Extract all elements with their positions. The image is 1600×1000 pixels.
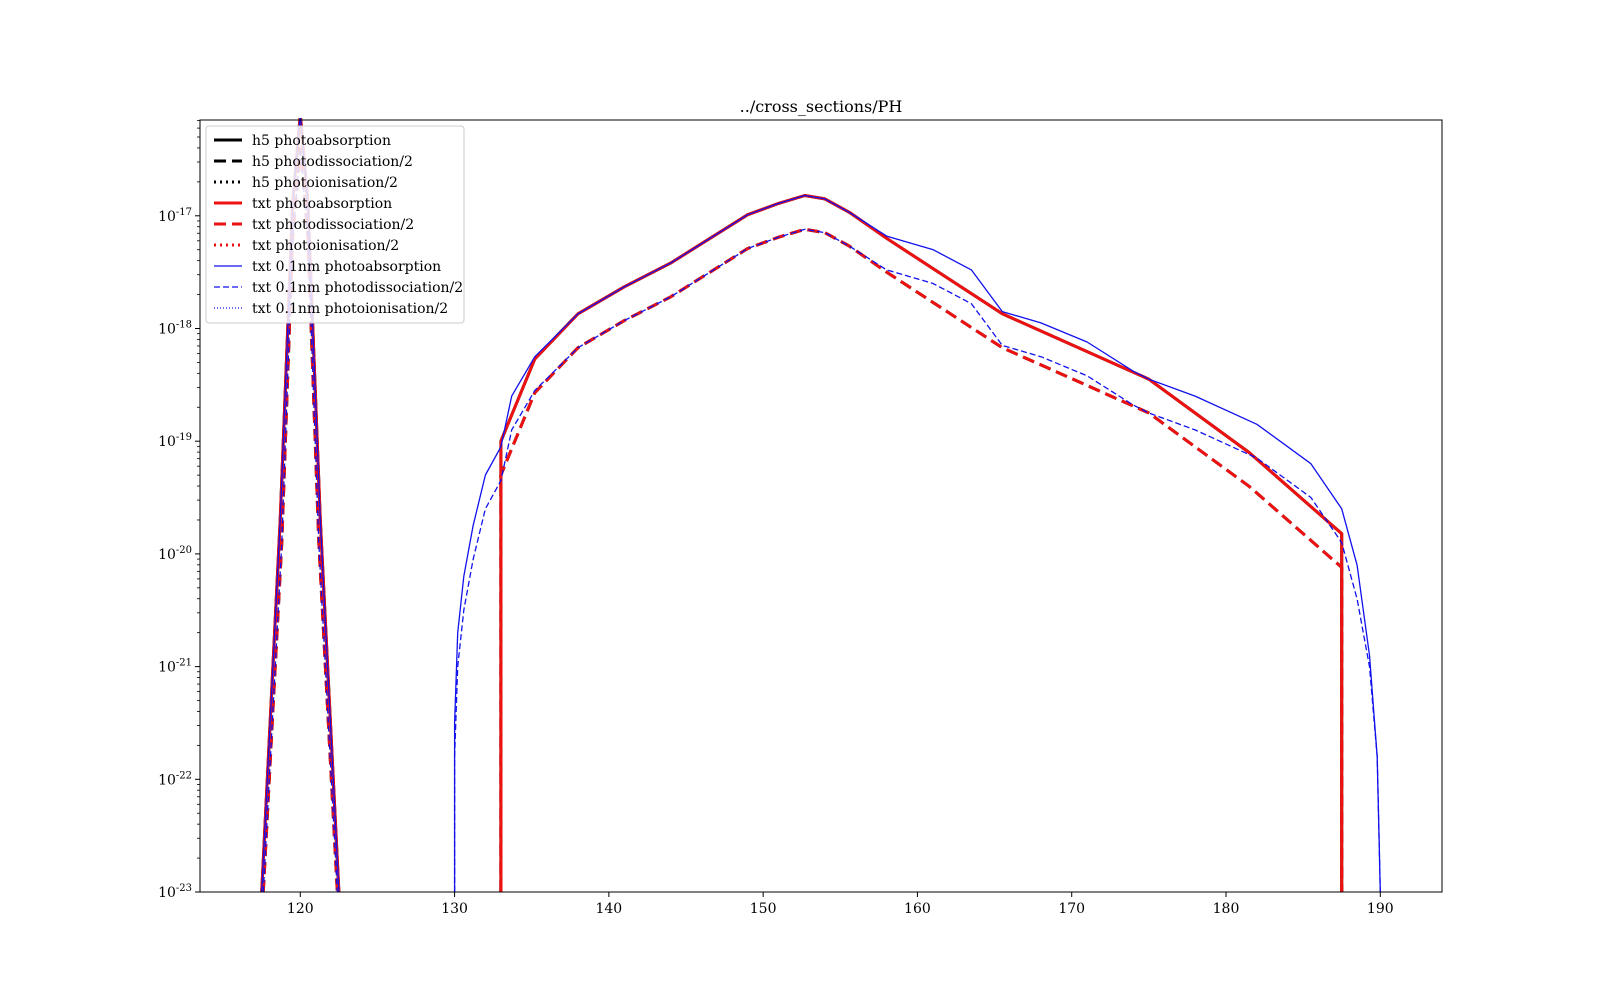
series-line-txt-0-1nm-photodissociation-2: [453, 228, 1381, 892]
y-tick-label: 10-23: [158, 883, 192, 901]
y-tick-label: 10-21: [158, 658, 192, 676]
legend-label: h5 photodissociation/2: [252, 154, 413, 170]
x-tick-label: 140: [595, 901, 622, 917]
legend-label: h5 photoabsorption: [252, 133, 391, 149]
y-tick-exponent: -17: [176, 207, 192, 218]
y-tick-base: 10: [158, 209, 176, 225]
plot-frame: [199, 119, 1443, 893]
y-tick-base: 10: [158, 772, 176, 788]
x-axis: 120 130 140 150 160 170 180 190: [287, 892, 1394, 917]
legend-label: txt 0.1nm photoionisation/2: [252, 301, 448, 317]
series-line-txt-photodissociation-2: [499, 227, 1344, 892]
legend-box: [205, 125, 465, 324]
y-tick-base: 10: [158, 660, 176, 676]
legend-label: txt photoionisation/2: [252, 238, 399, 254]
chart-title: ../cross_sections/PH: [740, 97, 903, 116]
x-tick-label: 170: [1058, 901, 1085, 917]
series-line-txt-0-1nm-photoabsorption: [453, 194, 1381, 892]
legend-label: txt 0.1nm photoabsorption: [252, 259, 441, 275]
y-tick-exponent: -20: [176, 545, 192, 556]
series-line-txt-0-1nm-photodissociation-2: [262, 147, 338, 892]
y-tick-base: 10: [158, 885, 176, 901]
x-tick-label: 180: [1213, 901, 1240, 917]
x-tick-label: 120: [287, 901, 314, 917]
legend-label: txt photoabsorption: [252, 196, 392, 212]
y-tick-base: 10: [158, 547, 176, 563]
y-tick-label: 10-22: [158, 770, 192, 788]
series-line-txt-0-1nm-photoabsorption: [261, 118, 340, 892]
y-tick-exponent: -22: [176, 770, 192, 781]
legend-label: txt 0.1nm photodissociation/2: [252, 280, 463, 296]
y-tick-label: 10-18: [158, 319, 192, 337]
y-tick-exponent: -21: [176, 658, 192, 669]
y-tick-exponent: -19: [176, 432, 192, 443]
legend: h5 photoabsorption h5 photodissociation/2…: [205, 125, 465, 324]
y-tick-label: 10-17: [158, 207, 192, 225]
legend-label: h5 photoionisation/2: [252, 175, 398, 191]
legend-label: txt photodissociation/2: [252, 217, 414, 233]
x-tick-label: 150: [750, 901, 777, 917]
y-tick-base: 10: [158, 321, 176, 337]
y-tick-exponent: -23: [176, 883, 192, 894]
y-tick-exponent: -18: [176, 319, 192, 330]
y-tick-base: 10: [158, 434, 176, 450]
y-tick-label: 10-19: [158, 432, 192, 450]
x-tick-label: 190: [1367, 901, 1394, 917]
x-tick-label: 160: [904, 901, 931, 917]
y-tick-label: 10-20: [158, 545, 192, 563]
x-tick-label: 130: [441, 901, 468, 917]
